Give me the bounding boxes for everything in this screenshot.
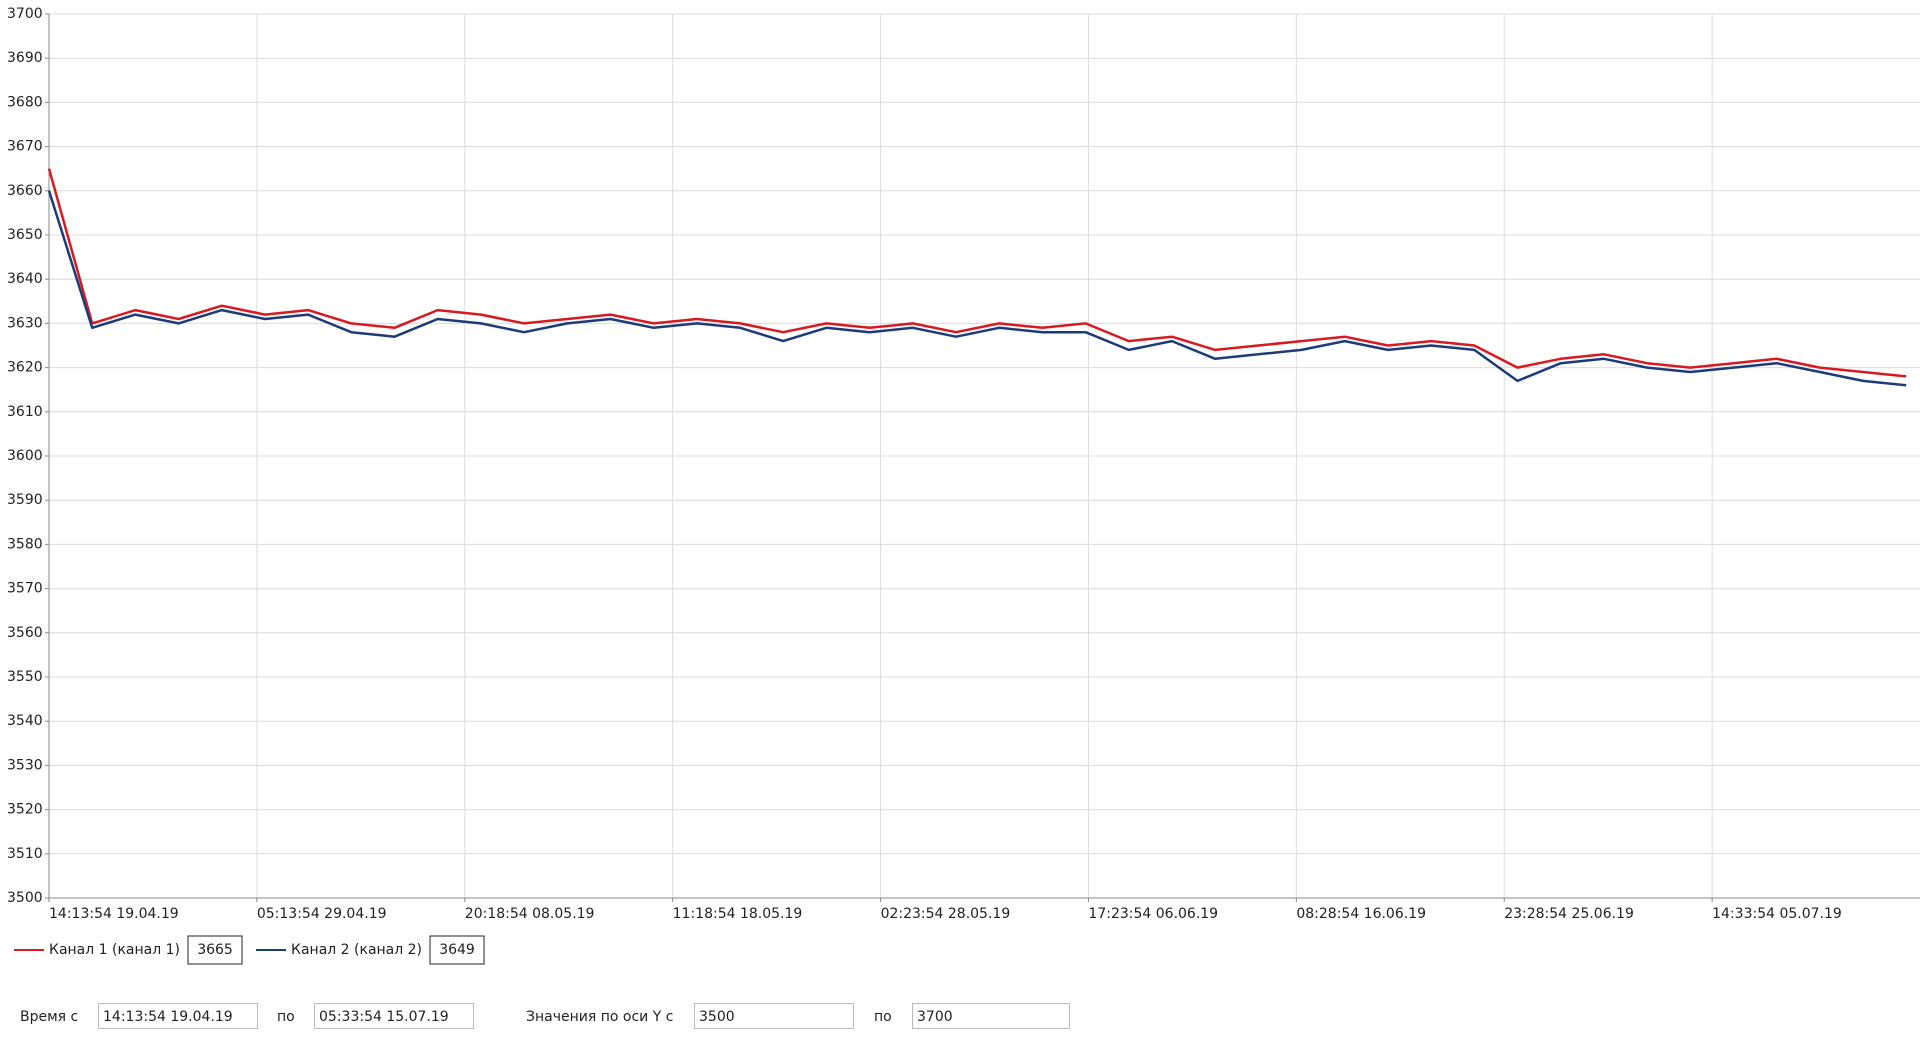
y-tick-label: 3590: [7, 492, 43, 508]
y-tick-label: 3630: [7, 315, 43, 331]
y-tick-label: 3500: [7, 890, 43, 906]
y-tick-label: 3620: [7, 360, 43, 376]
y-tick-label: 3640: [7, 271, 43, 287]
y-to-input[interactable]: 3700: [912, 1003, 1070, 1029]
readout-value: 3665: [197, 942, 233, 958]
y-tick-label: 3600: [7, 448, 43, 464]
y-tick-label: 3540: [7, 713, 43, 729]
series-line: [47, 168, 1907, 378]
x-tick-label: 11:18:54 18.05.19: [673, 906, 803, 922]
y-tick-label: 3560: [7, 625, 43, 641]
time-from-input[interactable]: 14:13:54 19.04.19: [98, 1003, 258, 1029]
x-tick-label: 20:18:54 08.05.19: [465, 906, 595, 922]
y-tick-label: 3700: [7, 6, 43, 22]
legend-label: Канал 1 (канал 1): [49, 942, 180, 958]
series-line: [47, 190, 1907, 387]
x-tick-label: 05:13:54 29.04.19: [257, 906, 387, 922]
time-label: Время с: [20, 1009, 79, 1025]
chart: 3500 3510 3520 3530 3540 3550 3560 3570 3580 3590…: [7, 6, 1920, 965]
x-tick-label: 14:13:54 19.04.19: [49, 906, 179, 922]
y-to-label: по: [874, 1009, 892, 1025]
y-range-label: Значения по оси Y с: [526, 1009, 674, 1025]
x-tick-label: 14:33:54 05.07.19: [1712, 906, 1842, 922]
y-tick-label: 3520: [7, 802, 43, 818]
y-tick-label: 3530: [7, 757, 43, 773]
x-tick-label: 17:23:54 06.06.19: [1088, 906, 1218, 922]
readout-value: 3649: [439, 942, 475, 958]
legend-label: Канал 2 (канал 2): [291, 942, 422, 958]
y-tick-label: 3610: [7, 404, 43, 420]
y-tick-label: 3660: [7, 183, 43, 199]
x-tick-label: 08:28:54 16.06.19: [1296, 906, 1426, 922]
time-to-input[interactable]: 05:33:54 15.07.19: [314, 1003, 474, 1029]
readout-box: [429, 935, 485, 965]
y-tick-label: 3550: [7, 669, 43, 685]
readout-box: [187, 935, 243, 965]
to-label: по: [277, 1009, 295, 1025]
x-tick-label: 23:28:54 25.06.19: [1504, 906, 1634, 922]
y-tick-label: 3670: [7, 139, 43, 155]
y-tick-label: 3510: [7, 846, 43, 862]
y-tick-label: 3690: [7, 50, 43, 66]
y-tick-label: 3680: [7, 94, 43, 110]
y-tick-label: 3580: [7, 536, 43, 552]
y-from-input[interactable]: 3500: [694, 1003, 854, 1029]
x-tick-label: 02:23:54 28.05.19: [881, 906, 1011, 922]
y-tick-label: 3650: [7, 227, 43, 243]
y-tick-label: 3570: [7, 581, 43, 597]
